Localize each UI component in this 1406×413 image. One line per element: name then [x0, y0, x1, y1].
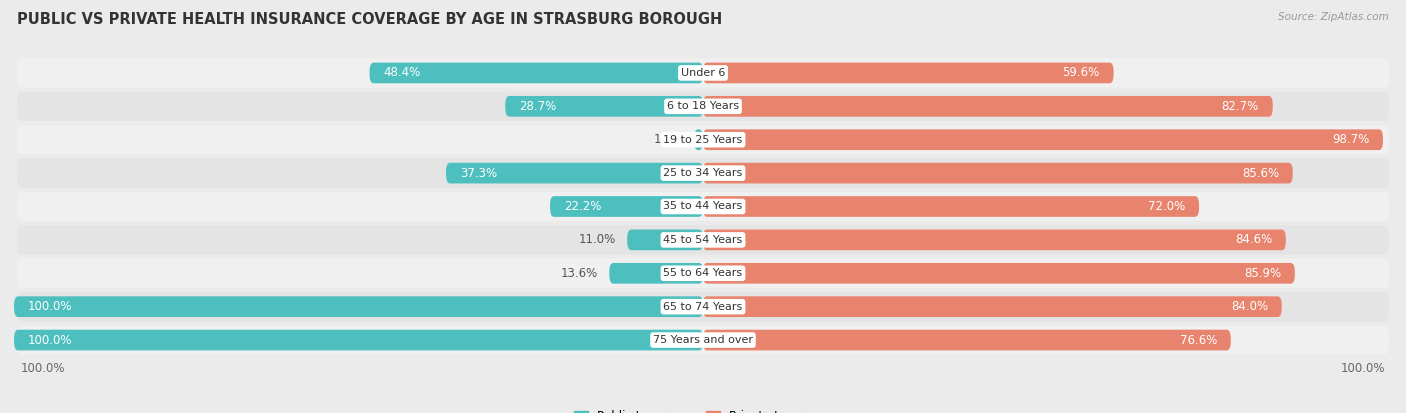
FancyBboxPatch shape [703, 129, 1384, 150]
Text: 25 to 34 Years: 25 to 34 Years [664, 168, 742, 178]
FancyBboxPatch shape [370, 63, 703, 83]
Text: 22.2%: 22.2% [564, 200, 602, 213]
Text: 85.9%: 85.9% [1244, 267, 1281, 280]
FancyBboxPatch shape [17, 192, 1389, 221]
FancyBboxPatch shape [17, 325, 1389, 355]
Text: 100.0%: 100.0% [1340, 362, 1385, 375]
Text: 13.6%: 13.6% [561, 267, 599, 280]
FancyBboxPatch shape [695, 129, 703, 150]
Text: 19 to 25 Years: 19 to 25 Years [664, 135, 742, 145]
FancyBboxPatch shape [550, 196, 703, 217]
Text: 1.3%: 1.3% [654, 133, 683, 146]
Text: 35 to 44 Years: 35 to 44 Years [664, 202, 742, 211]
Text: 84.6%: 84.6% [1234, 233, 1272, 247]
Text: 100.0%: 100.0% [28, 300, 72, 313]
FancyBboxPatch shape [17, 58, 1389, 88]
FancyBboxPatch shape [17, 125, 1389, 154]
FancyBboxPatch shape [17, 225, 1389, 254]
FancyBboxPatch shape [17, 259, 1389, 288]
FancyBboxPatch shape [17, 159, 1389, 188]
Text: 55 to 64 Years: 55 to 64 Years [664, 268, 742, 278]
FancyBboxPatch shape [703, 296, 1282, 317]
FancyBboxPatch shape [14, 330, 703, 350]
Text: 100.0%: 100.0% [21, 362, 66, 375]
Text: Under 6: Under 6 [681, 68, 725, 78]
FancyBboxPatch shape [446, 163, 703, 183]
Text: 98.7%: 98.7% [1331, 133, 1369, 146]
Text: 75 Years and over: 75 Years and over [652, 335, 754, 345]
Text: 11.0%: 11.0% [579, 233, 616, 247]
Text: 28.7%: 28.7% [519, 100, 557, 113]
FancyBboxPatch shape [703, 96, 1272, 117]
FancyBboxPatch shape [17, 92, 1389, 121]
FancyBboxPatch shape [703, 196, 1199, 217]
Text: 59.6%: 59.6% [1063, 66, 1099, 79]
FancyBboxPatch shape [14, 296, 703, 317]
FancyBboxPatch shape [703, 263, 1295, 284]
FancyBboxPatch shape [627, 230, 703, 250]
FancyBboxPatch shape [505, 96, 703, 117]
Text: 76.6%: 76.6% [1180, 334, 1218, 347]
Text: 37.3%: 37.3% [460, 166, 496, 180]
FancyBboxPatch shape [609, 263, 703, 284]
Text: Source: ZipAtlas.com: Source: ZipAtlas.com [1278, 12, 1389, 22]
Text: 48.4%: 48.4% [384, 66, 420, 79]
Text: 6 to 18 Years: 6 to 18 Years [666, 101, 740, 112]
Text: 84.0%: 84.0% [1230, 300, 1268, 313]
FancyBboxPatch shape [703, 230, 1286, 250]
FancyBboxPatch shape [17, 292, 1389, 321]
Text: 100.0%: 100.0% [28, 334, 72, 347]
FancyBboxPatch shape [703, 163, 1292, 183]
FancyBboxPatch shape [703, 63, 1114, 83]
Text: 85.6%: 85.6% [1241, 166, 1279, 180]
Legend: Public Insurance, Private Insurance: Public Insurance, Private Insurance [571, 406, 835, 413]
Text: 72.0%: 72.0% [1149, 200, 1185, 213]
FancyBboxPatch shape [703, 330, 1230, 350]
Text: 82.7%: 82.7% [1222, 100, 1258, 113]
Text: PUBLIC VS PRIVATE HEALTH INSURANCE COVERAGE BY AGE IN STRASBURG BOROUGH: PUBLIC VS PRIVATE HEALTH INSURANCE COVER… [17, 12, 723, 27]
Text: 65 to 74 Years: 65 to 74 Years [664, 301, 742, 312]
Text: 45 to 54 Years: 45 to 54 Years [664, 235, 742, 245]
